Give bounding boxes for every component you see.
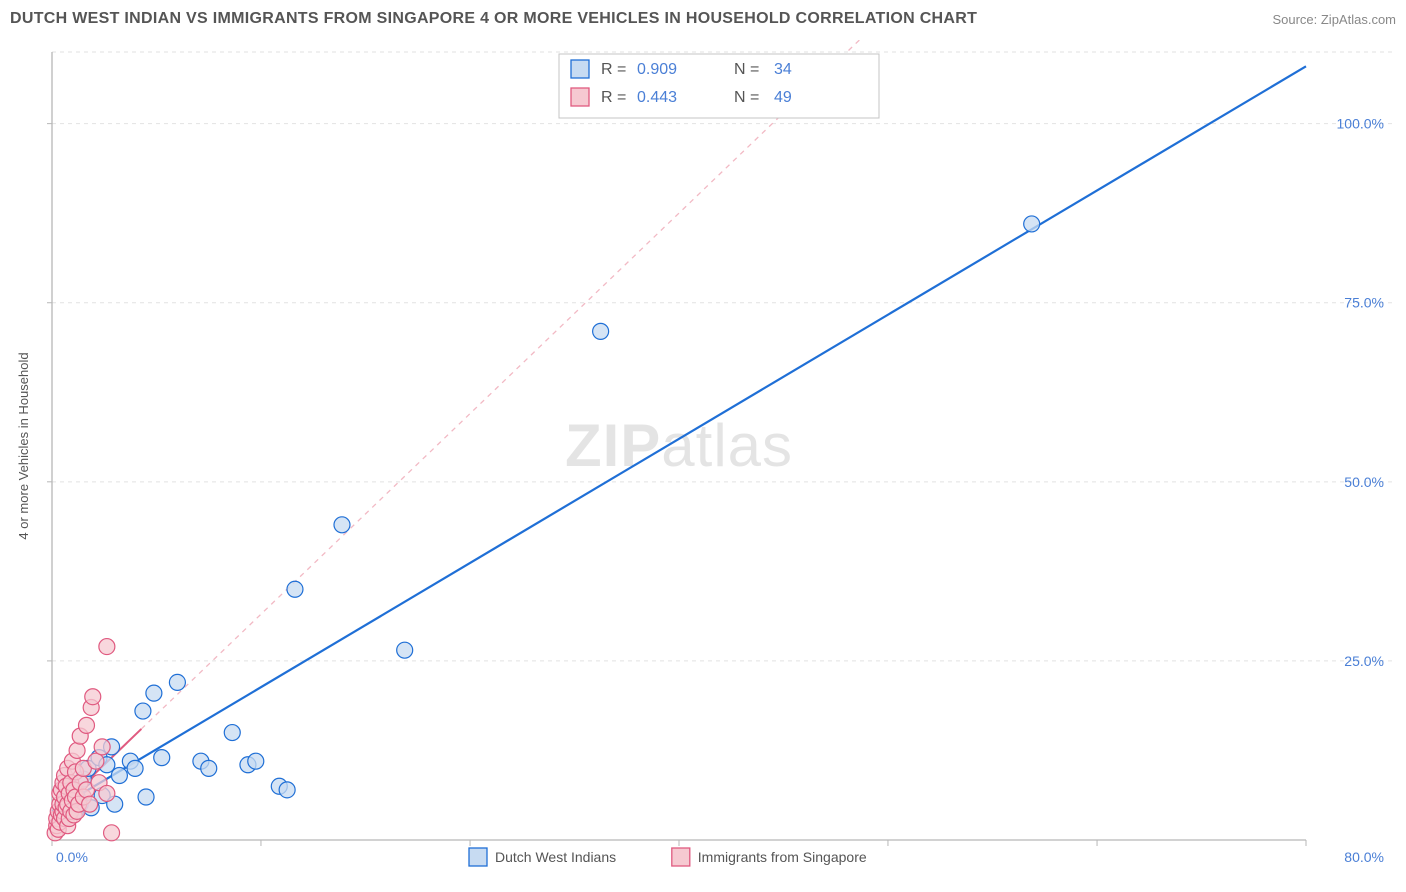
stats-swatch [571,60,589,78]
source-attribution: Source: ZipAtlas.com [1272,12,1396,27]
y-axis-label: 4 or more Vehicles in Household [16,352,31,539]
correlation-scatter-chart: ZIPatlas 25.0% 50.0% 75.0% 100.0% 0.0% 80.0% 4 … [10,40,1396,882]
y-tick-label: 50.0% [1344,474,1384,490]
y-tick-label: 100.0% [1337,116,1384,132]
legend-label: Dutch West Indians [495,849,616,865]
stats-r-value: 0.909 [637,61,677,78]
legend-swatch [469,848,487,866]
stats-n-label: N = [734,61,759,78]
x-tick-label: 0.0% [56,849,88,865]
stats-r-label: R = [601,61,626,78]
y-tick-label: 25.0% [1344,653,1384,669]
y-tick-label: 75.0% [1344,295,1384,311]
stats-r-label: R = [601,89,626,106]
chart-container: ZIPatlas 25.0% 50.0% 75.0% 100.0% 0.0% 80.0% 4 … [10,40,1396,882]
legend-label: Immigrants from Singapore [698,849,867,865]
svg-text:ZIPatlas: ZIPatlas [565,412,793,479]
x-tick-label: 80.0% [1344,849,1384,865]
chart-title: DUTCH WEST INDIAN VS IMMIGRANTS FROM SIN… [10,10,977,28]
stats-n-value: 34 [774,61,792,78]
stats-swatch [571,88,589,106]
stats-r-value: 0.443 [637,89,677,106]
stats-n-value: 49 [774,89,792,106]
stats-n-label: N = [734,89,759,106]
legend-swatch [672,848,690,866]
